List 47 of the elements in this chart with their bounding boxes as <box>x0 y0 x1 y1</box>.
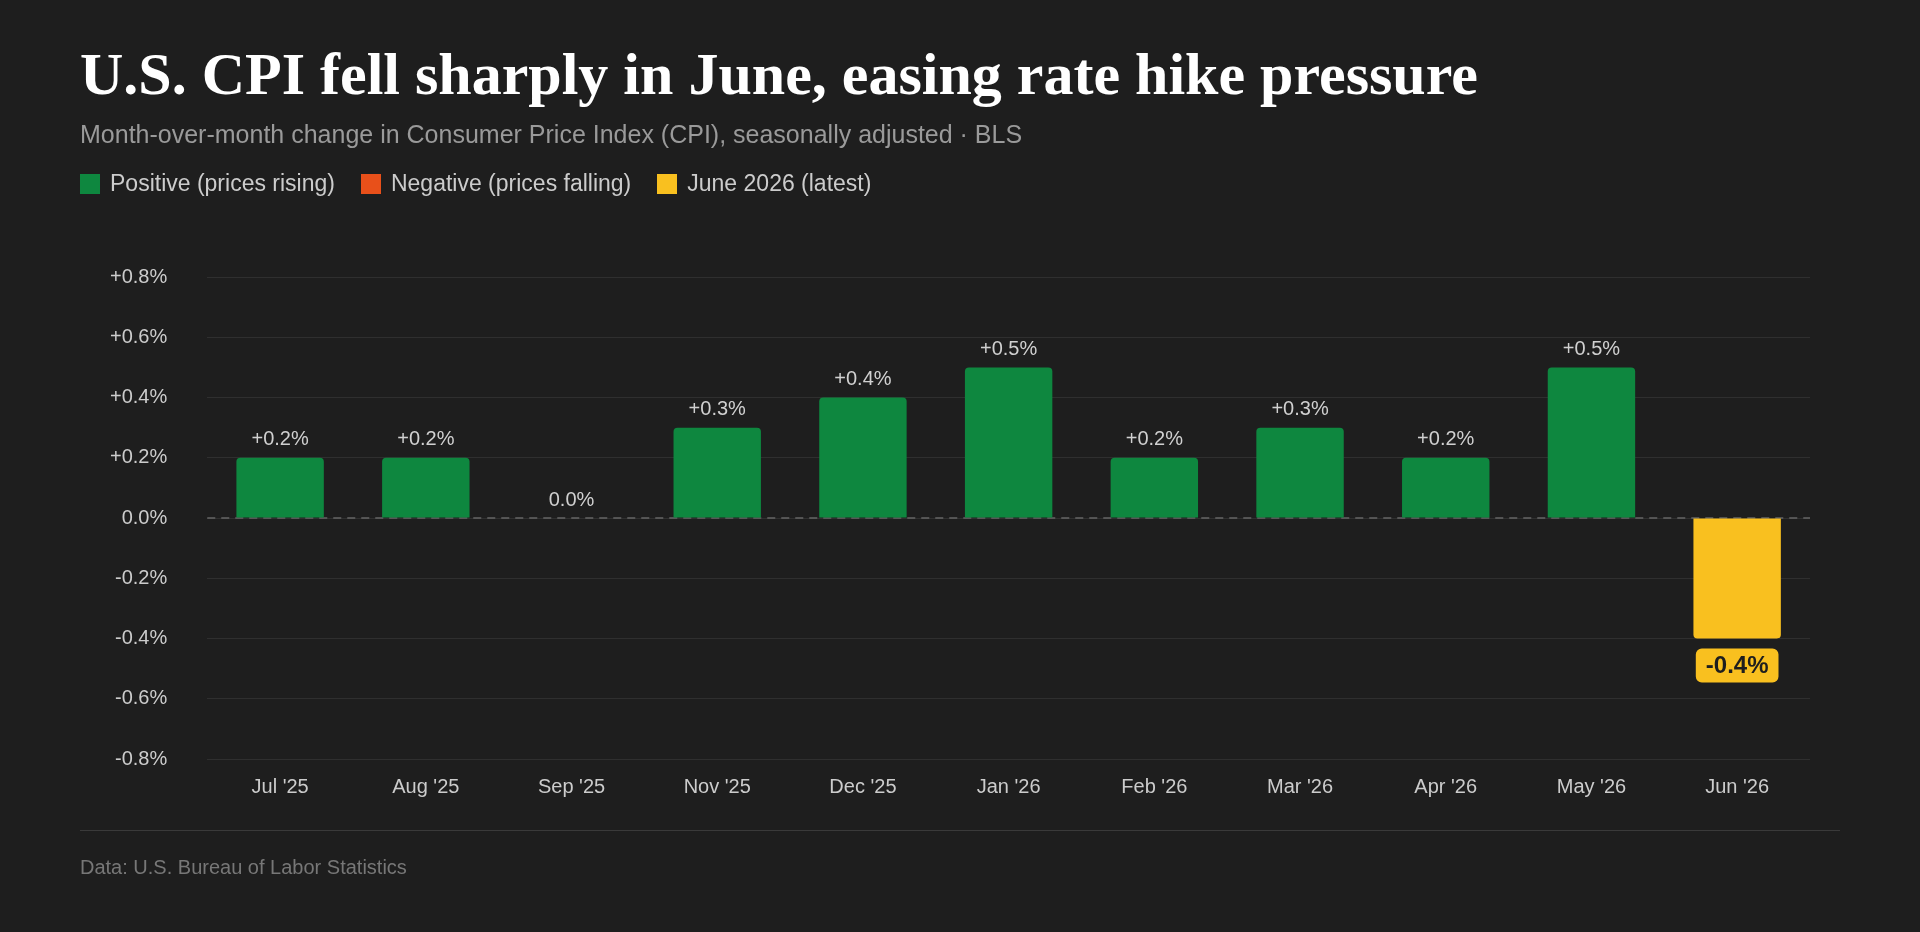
x-tick-label: Dec '25 <box>829 774 897 797</box>
y-tick-label: -0.2% <box>115 565 168 588</box>
chart-title: U.S. CPI fell sharply in June, easing rate hike pressure <box>80 40 1478 109</box>
chart-subtitle: Month-over-month change in Consumer Price Index (CPI), seasonally adjusted · BLS <box>80 120 1023 149</box>
x-tick-label: Jun '26 <box>1705 774 1770 797</box>
bar <box>1256 427 1344 518</box>
data-label: +0.3% <box>1271 397 1329 420</box>
legend-label: June 2026 (latest) <box>687 170 872 197</box>
data-label: +0.5% <box>1562 336 1621 359</box>
data-label: +0.2% <box>1417 427 1475 450</box>
bar <box>673 427 761 518</box>
y-tick-label: +0.8% <box>110 264 168 287</box>
y-tick-label: -0.6% <box>115 686 168 709</box>
data-label: +0.2% <box>1125 427 1184 450</box>
bar <box>1110 457 1199 518</box>
y-tick-label: +0.6% <box>110 324 168 347</box>
data-label: +0.4% <box>834 367 892 390</box>
x-tick-label: May '26 <box>1556 774 1627 797</box>
legend-label: Negative (prices falling) <box>390 170 632 197</box>
bar <box>819 397 907 518</box>
data-label: -0.4% <box>1705 651 1769 679</box>
bar <box>1402 457 1490 518</box>
bar <box>964 367 1053 518</box>
bar <box>1693 518 1781 639</box>
x-tick-label: Nov '25 <box>683 774 751 797</box>
y-tick-label: -0.8% <box>115 746 168 769</box>
y-tick-label: +0.4% <box>110 385 168 408</box>
data-label: +0.2% <box>251 427 309 450</box>
legend-label: Positive (prices rising) <box>110 170 335 197</box>
x-tick-label: Aug '25 <box>392 774 460 797</box>
bar <box>382 457 470 518</box>
data-label: +0.3% <box>688 397 747 420</box>
data-label: 0.0% <box>548 487 595 510</box>
y-tick-label: +0.2% <box>110 445 168 468</box>
y-tick-label: 0.0% <box>121 505 168 528</box>
bar <box>1547 367 1636 518</box>
x-tick-label: Mar '26 <box>1267 774 1334 797</box>
x-tick-label: Apr '26 <box>1414 774 1478 797</box>
data-label: +0.5% <box>980 336 1038 359</box>
text: Data: U.S. Bureau of Labor Statistics <box>80 856 407 879</box>
y-tick-label: -0.4% <box>115 626 168 649</box>
data-label: +0.2% <box>397 427 455 450</box>
x-tick-label: Jul '25 <box>251 774 309 797</box>
x-tick-label: Sep '25 <box>537 774 606 797</box>
x-tick-label: Jan '26 <box>976 774 1041 797</box>
x-tick-label: Feb '26 <box>1121 774 1188 797</box>
bar <box>236 457 324 518</box>
